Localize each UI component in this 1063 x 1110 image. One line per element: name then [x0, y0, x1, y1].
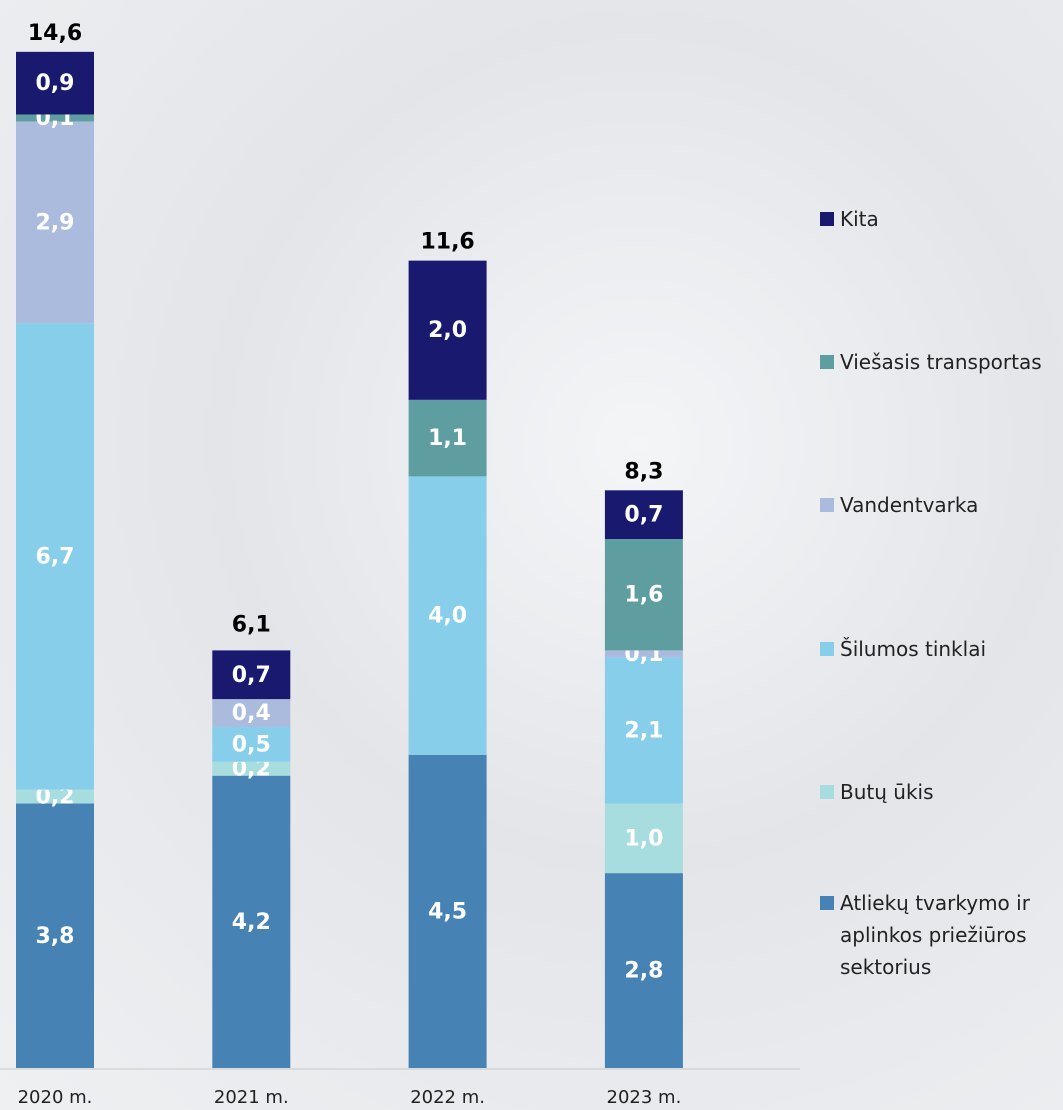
bar-segment [16, 51, 94, 115]
legend-label: Atliekų tvarkymo ir aplinkos priežiūros … [840, 891, 1030, 979]
bar-segment [604, 539, 683, 651]
legend-label: Kita [840, 207, 879, 231]
legend-item: Vandentvarka [820, 489, 1060, 521]
value-label: 1,1 [428, 426, 467, 451]
total-label: 11,6 [420, 230, 474, 255]
x-tick-label: 2021 m. [214, 1087, 289, 1108]
legend-label: Šilumos tinklai [840, 636, 987, 661]
value-label: 0,4 [232, 701, 271, 726]
bar-segment [604, 873, 683, 1068]
legend-label: Butų ūkis [840, 779, 934, 804]
bar-segment [212, 699, 291, 727]
bar-segment [408, 260, 487, 400]
legend-item: Atliekų tvarkymo ir aplinkos priežiūros … [820, 887, 1060, 983]
legend-label: Vandentvarka [840, 493, 979, 518]
value-label: 3,8 [36, 924, 75, 949]
bar-segment [212, 650, 291, 700]
value-label: 0,7 [232, 663, 271, 688]
legend-swatch [820, 896, 834, 910]
value-label: 1,6 [624, 583, 663, 608]
value-label: 0,5 [232, 732, 271, 757]
legend: Kita Viešasis transportas Vandentvarka Šilu… [820, 0, 1060, 1110]
bar-segment [212, 726, 291, 762]
legend-swatch [820, 498, 834, 513]
bar-segment [408, 754, 487, 1068]
legend-swatch [820, 641, 834, 656]
value-label: 4,5 [428, 899, 467, 924]
x-tick-label: 2020 m. [18, 1087, 93, 1108]
value-label: 2,9 [36, 210, 75, 235]
bar-segment [16, 803, 94, 1068]
bar-segment [212, 761, 291, 776]
x-tick-label: 2022 m. [410, 1087, 485, 1108]
legend-item: Butų ūkis [820, 776, 1060, 808]
value-label: 4,0 [428, 604, 467, 629]
value-label: 0,9 [36, 71, 75, 96]
bar-segment [408, 399, 487, 477]
value-label: 0,7 [624, 503, 663, 528]
legend-item: Kita [820, 203, 1060, 235]
legend-swatch [820, 784, 834, 799]
value-label: 2,0 [428, 318, 467, 343]
legend-item: Viešasis transportas [820, 346, 1060, 378]
legend-swatch [820, 355, 834, 370]
bar-segment [604, 650, 683, 658]
bar-segment [604, 803, 683, 874]
bar-segment [16, 323, 94, 790]
total-label: 6,1 [232, 612, 271, 637]
legend-label: Viešasis transportas [840, 350, 1042, 375]
value-label: 4,2 [232, 910, 271, 935]
x-tick-label: 2023 m. [607, 1087, 682, 1108]
bar-segment [16, 789, 94, 804]
value-label: 2,1 [624, 718, 663, 743]
value-label: 1,0 [624, 826, 663, 851]
total-label: 14,6 [28, 21, 82, 46]
bar-segment [16, 114, 94, 122]
bar-segment [212, 775, 291, 1068]
bar-segment [408, 476, 487, 755]
legend-item: Šilumos tinklai [820, 633, 1060, 665]
bar-segment [16, 121, 94, 324]
value-label: 6,7 [36, 544, 75, 569]
bar-segment [604, 657, 683, 804]
value-label: 2,8 [624, 959, 663, 984]
bar-segment [604, 490, 683, 540]
legend-swatch [820, 212, 834, 226]
total-label: 8,3 [624, 459, 663, 484]
